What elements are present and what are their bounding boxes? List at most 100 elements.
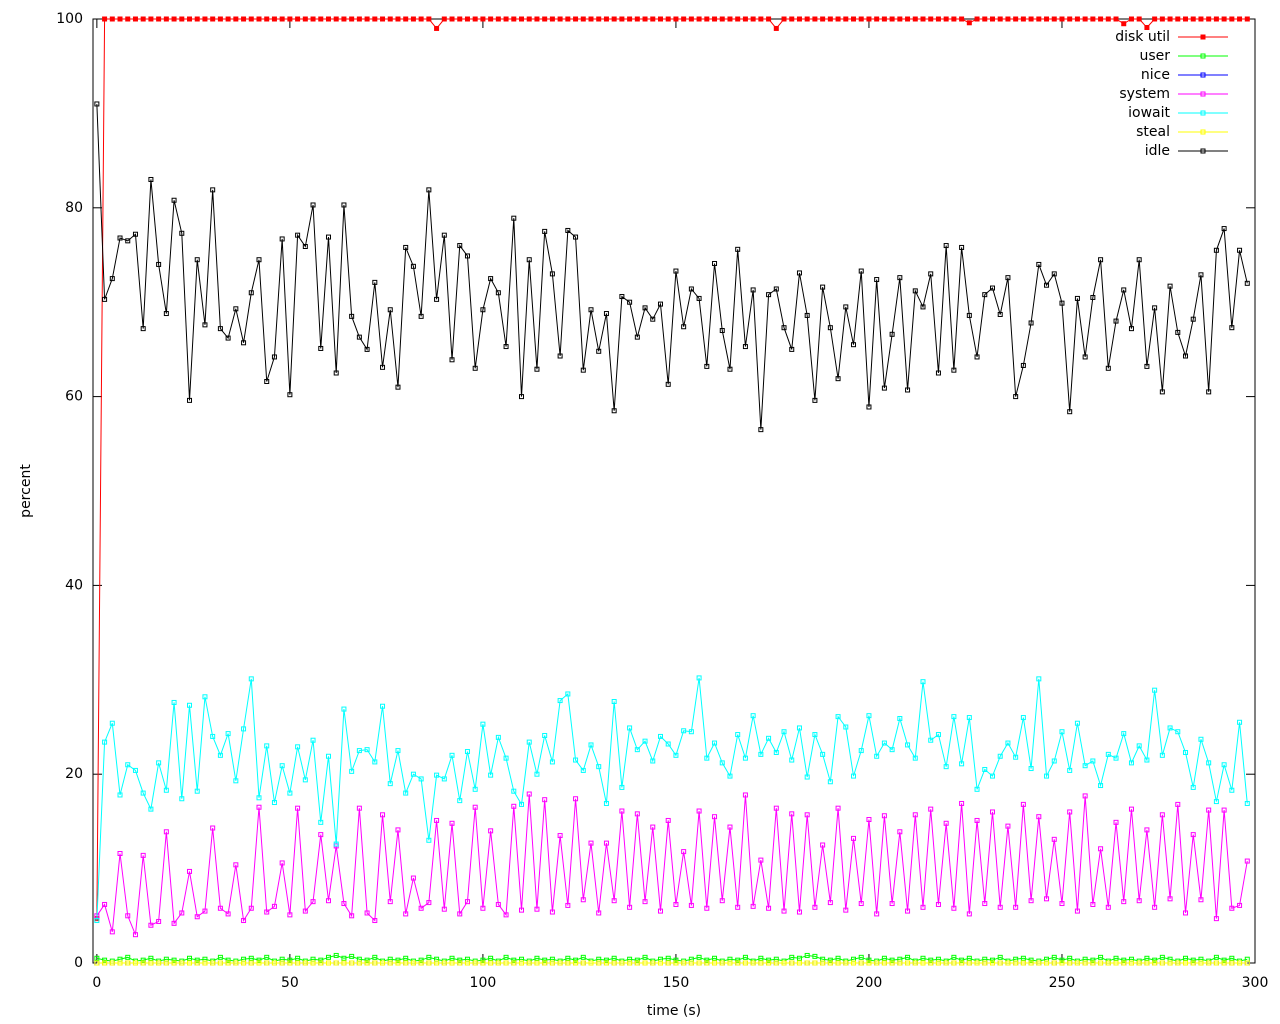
data-point <box>789 954 795 960</box>
data-point <box>418 960 424 966</box>
data-point <box>542 960 548 966</box>
data-point <box>943 764 949 770</box>
data-point <box>341 202 347 208</box>
data-point <box>1121 21 1127 27</box>
data-point <box>279 16 285 22</box>
data-point <box>851 16 857 22</box>
data-point <box>750 16 756 22</box>
data-point <box>1128 806 1134 812</box>
data-point <box>1074 720 1080 726</box>
data-point <box>681 960 687 966</box>
data-point <box>588 307 594 313</box>
data-point <box>1067 409 1073 415</box>
data-point <box>619 960 625 966</box>
data-point <box>449 357 455 363</box>
data-point <box>820 960 826 966</box>
data-point <box>495 960 501 966</box>
data-point <box>403 16 409 22</box>
data-point <box>712 814 718 820</box>
data-point <box>1028 320 1034 326</box>
data-point <box>1098 783 1104 789</box>
data-point <box>410 771 416 777</box>
data-point <box>287 392 293 398</box>
data-point <box>217 16 223 22</box>
data-point <box>1067 955 1073 961</box>
data-point <box>503 755 509 761</box>
data-point <box>789 811 795 817</box>
data-point <box>1105 960 1111 966</box>
data-point <box>318 832 324 838</box>
data-point <box>796 16 802 22</box>
data-point <box>928 737 934 743</box>
data-point <box>171 16 177 22</box>
data-point <box>1051 960 1057 966</box>
data-point <box>727 773 733 779</box>
data-point <box>1082 793 1088 799</box>
data-point <box>858 954 864 960</box>
data-point <box>781 908 787 914</box>
data-point <box>279 763 285 769</box>
data-point <box>1013 960 1019 966</box>
data-point <box>866 817 872 823</box>
data-point <box>812 397 818 403</box>
data-point <box>217 752 223 758</box>
data-point <box>202 322 208 328</box>
data-point <box>650 316 656 322</box>
data-point <box>1028 898 1034 904</box>
data-point <box>279 860 285 866</box>
data-point <box>588 742 594 748</box>
data-point <box>1020 16 1026 22</box>
data-point <box>928 960 934 966</box>
data-point <box>920 679 926 685</box>
data-point <box>325 234 331 240</box>
data-point <box>256 960 262 966</box>
data-point <box>503 344 509 350</box>
data-point <box>264 16 270 22</box>
data-point <box>210 187 216 193</box>
data-point <box>665 817 671 823</box>
data-point <box>325 954 331 960</box>
data-point <box>1121 957 1127 963</box>
data-point <box>827 16 833 22</box>
data-point <box>619 16 625 22</box>
data-point <box>132 231 138 237</box>
data-point <box>372 16 378 22</box>
data-point <box>1051 271 1057 277</box>
data-point <box>1005 740 1011 746</box>
data-point <box>1051 16 1057 22</box>
data-point <box>557 353 563 359</box>
data-point <box>449 960 455 966</box>
data-point <box>573 960 579 966</box>
data-point <box>503 16 509 22</box>
data-point <box>426 900 432 906</box>
data-point <box>1036 676 1042 682</box>
data-point <box>325 753 331 759</box>
x-axis-label: time (s) <box>647 1003 701 1019</box>
data-point <box>403 955 409 961</box>
data-point <box>426 837 432 843</box>
data-point <box>634 334 640 340</box>
legend-label: user <box>1139 48 1170 64</box>
data-point <box>1183 955 1189 961</box>
data-point <box>1098 257 1104 263</box>
data-point <box>982 901 988 907</box>
data-point <box>1067 16 1073 22</box>
data-point <box>565 227 571 233</box>
data-point <box>549 271 555 277</box>
data-point <box>349 913 355 919</box>
data-point <box>410 960 416 966</box>
data-point <box>897 829 903 835</box>
data-point <box>596 910 602 916</box>
data-point <box>1237 16 1243 22</box>
data-point <box>372 954 378 960</box>
data-point <box>866 957 872 963</box>
data-point <box>426 16 432 22</box>
data-point <box>742 792 748 798</box>
data-point <box>1167 896 1173 902</box>
data-point <box>132 960 138 966</box>
data-point <box>117 235 123 241</box>
data-point <box>696 808 702 814</box>
data-point <box>1152 687 1158 693</box>
data-point <box>341 16 347 22</box>
data-point <box>511 803 517 809</box>
